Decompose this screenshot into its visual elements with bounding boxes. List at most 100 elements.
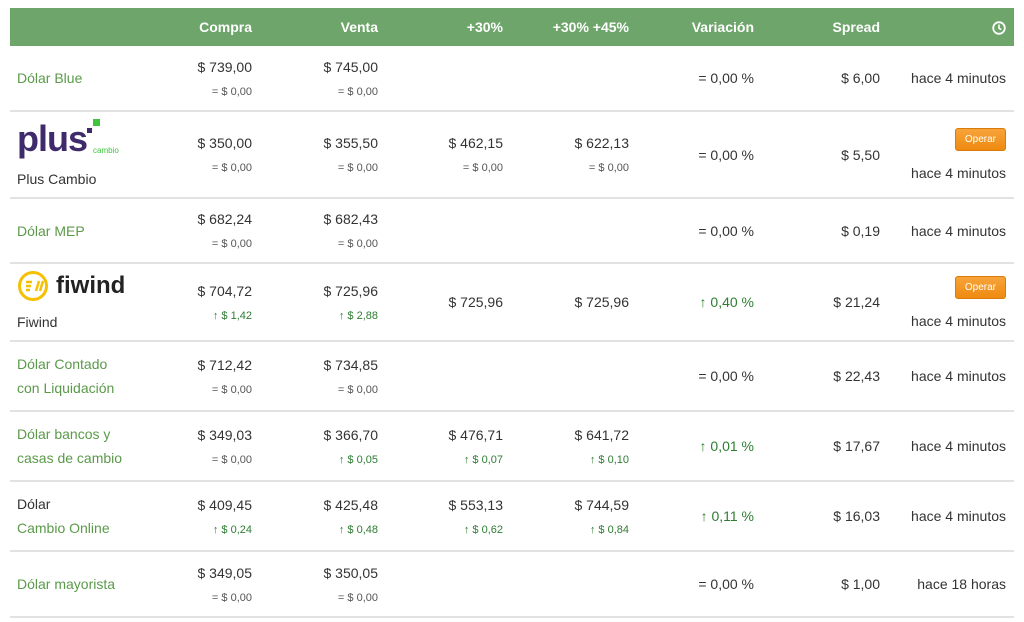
venta-cell: $ 725,96 ↑ $ 2,88	[260, 263, 386, 342]
time-cell: hace 4 minutos	[888, 411, 1014, 482]
name-cell: Dólar mayorista	[10, 551, 160, 618]
name-cell: plus cambio Plus Cambio	[10, 111, 160, 199]
updated-time: hace 4 minutos	[911, 438, 1006, 454]
updated-time: hace 18 horas	[917, 576, 1006, 592]
arrow-up-icon: ↑	[589, 453, 596, 466]
compra-value: $ 739,00	[197, 58, 253, 75]
compra-change: = $ 0,00	[211, 238, 252, 250]
venta-cell: $ 425,48 ↑ $ 0,48	[260, 481, 386, 552]
compra-value: $ 704,72	[197, 282, 253, 299]
compra-cell: $ 682,24 = $ 0,00	[160, 198, 260, 264]
compra-cell: $ 739,00 = $ 0,00	[160, 46, 260, 112]
operar-button[interactable]: Operar	[954, 275, 1006, 299]
spread-cell: $ 16,03	[762, 481, 888, 552]
plus30-value: $ 476,71	[448, 426, 504, 443]
plus30-45-value: $ 622,13	[574, 135, 630, 151]
plus30-45-value: $ 641,72	[574, 426, 630, 443]
name-link[interactable]: Dólar bancos y	[17, 426, 111, 442]
variacion-cell: = 0,00 %	[637, 551, 762, 618]
updated-time: hace 4 minutos	[911, 222, 1006, 239]
name-cell: Dólar MEP	[10, 198, 160, 264]
table-row: Dólar Blue $ 739,00 = $ 0,00 $ 745,00 = $ 0,…	[10, 46, 1014, 112]
plus30-45-cell	[511, 551, 637, 618]
plus30-45-cell: $ 744,59 ↑ $ 0,84	[511, 481, 637, 552]
header-venta[interactable]: Venta	[260, 8, 386, 46]
variacion-cell: = 0,00 %	[637, 198, 762, 264]
venta-change: ↑ $ 0,05	[338, 453, 378, 466]
variacion-cell: ↑ 0,40 %	[637, 263, 762, 342]
header-compra[interactable]: Compra	[160, 8, 260, 46]
compra-cell: $ 409,45 ↑ $ 0,24	[160, 481, 260, 552]
time-cell: hace 18 horas	[888, 551, 1014, 618]
table-row: fiwind Fiwind $ 704,72 ↑ $ 1,42 $ 725,96 ↑ $ …	[10, 263, 1014, 342]
compra-cell: $ 712,42 = $ 0,00	[160, 341, 260, 412]
updated-time: hace 4 minutos	[911, 312, 1006, 329]
compra-change: = $ 0,00	[211, 162, 252, 174]
plus30-value: $ 462,15	[448, 135, 504, 151]
name-link[interactable]: Cambio Online	[17, 520, 110, 536]
venta-change: = $ 0,00	[337, 383, 378, 396]
header-plus30[interactable]: +30%	[386, 8, 511, 46]
operar-button[interactable]: Operar	[954, 128, 1006, 151]
header-plus30-45[interactable]: +30% +45%	[511, 8, 637, 46]
compra-value: $ 712,42	[197, 356, 253, 373]
variacion-cell: ↑ 0,11 %	[637, 481, 762, 552]
compra-value: $ 349,05	[197, 564, 253, 581]
header-spread[interactable]: Spread	[762, 8, 888, 46]
plus-cambio-logo: plus cambio	[17, 117, 119, 159]
venta-cell: $ 350,05 = $ 0,00	[260, 551, 386, 618]
venta-value: $ 734,85	[323, 356, 379, 373]
arrow-up-icon: ↑	[589, 523, 596, 536]
time-cell: Operar hace 4 minutos	[888, 263, 1014, 342]
variacion-cell: = 0,00 %	[637, 111, 762, 199]
plus30-45-cell: $ 622,13 = $ 0,00	[511, 111, 637, 199]
time-cell: hace 4 minutos	[888, 198, 1014, 264]
time-cell: Operar hace 4 minutos	[888, 111, 1014, 199]
venta-value: $ 355,50	[323, 135, 379, 151]
compra-change: = $ 0,00	[211, 85, 252, 98]
spread-cell: $ 5,50	[762, 111, 888, 199]
name-link[interactable]: Dólar MEP	[17, 222, 85, 239]
venta-value: $ 682,43	[323, 211, 379, 227]
plus30-45-cell: $ 641,72 ↑ $ 0,10	[511, 411, 637, 482]
spread-cell: $ 6,00	[762, 46, 888, 112]
table-row: Dólar Contado con Liquidación $ 712,42 = $ …	[10, 341, 1014, 412]
plus30-value: $ 725,96	[448, 294, 504, 310]
compra-change: = $ 0,00	[211, 383, 252, 396]
arrow-up-icon: ↑	[700, 508, 708, 524]
plus30-cell: $ 476,71 ↑ $ 0,07	[386, 411, 511, 482]
plus30-change: ↑ $ 0,62	[463, 523, 503, 536]
plus30-45-cell	[511, 198, 637, 264]
name-cell: Dólar Cambio Online	[10, 481, 160, 552]
updated-time: hace 4 minutos	[911, 70, 1006, 86]
name-link[interactable]: Dólar mayorista	[17, 576, 116, 592]
variacion-cell: = 0,00 %	[637, 46, 762, 112]
updated-time: hace 4 minutos	[911, 368, 1006, 384]
plus30-45-value: $ 744,59	[574, 496, 630, 513]
spread-cell: $ 22,43	[762, 341, 888, 412]
compra-change: = $ 0,00	[211, 453, 252, 466]
plus30-cell	[386, 46, 511, 112]
spread-cell: $ 1,00	[762, 551, 888, 618]
table-row: Dólar mayorista $ 349,05 = $ 0,00 $ 350,05 =…	[10, 551, 1014, 618]
name-link[interactable]: Dólar Blue	[17, 70, 83, 86]
plus30-cell: $ 725,96	[386, 263, 511, 342]
plus30-45-cell	[511, 341, 637, 412]
variacion-cell: ↑ 0,01 %	[637, 411, 762, 482]
name-link[interactable]: con Liquidación	[17, 380, 115, 396]
name-link[interactable]: casas de cambio	[17, 450, 123, 466]
updated-time: hace 4 minutos	[911, 508, 1006, 524]
header-name	[10, 8, 160, 46]
arrow-up-icon: ↑	[212, 309, 219, 322]
name-cell: fiwind Fiwind	[10, 263, 160, 342]
plus30-cell	[386, 341, 511, 412]
name-text: Dólar	[17, 496, 51, 512]
venta-cell: $ 355,50 = $ 0,00	[260, 111, 386, 199]
header-variacion[interactable]: Variación	[637, 8, 762, 46]
spread-cell: $ 17,67	[762, 411, 888, 482]
arrow-up-icon: ↑	[338, 309, 345, 322]
arrow-up-icon: ↑	[699, 438, 707, 454]
name-text: Fiwind	[17, 314, 58, 330]
name-link[interactable]: Dólar Contado	[17, 356, 108, 372]
table-row: Dólar bancos y casas de cambio $ 349,03 = $…	[10, 411, 1014, 482]
